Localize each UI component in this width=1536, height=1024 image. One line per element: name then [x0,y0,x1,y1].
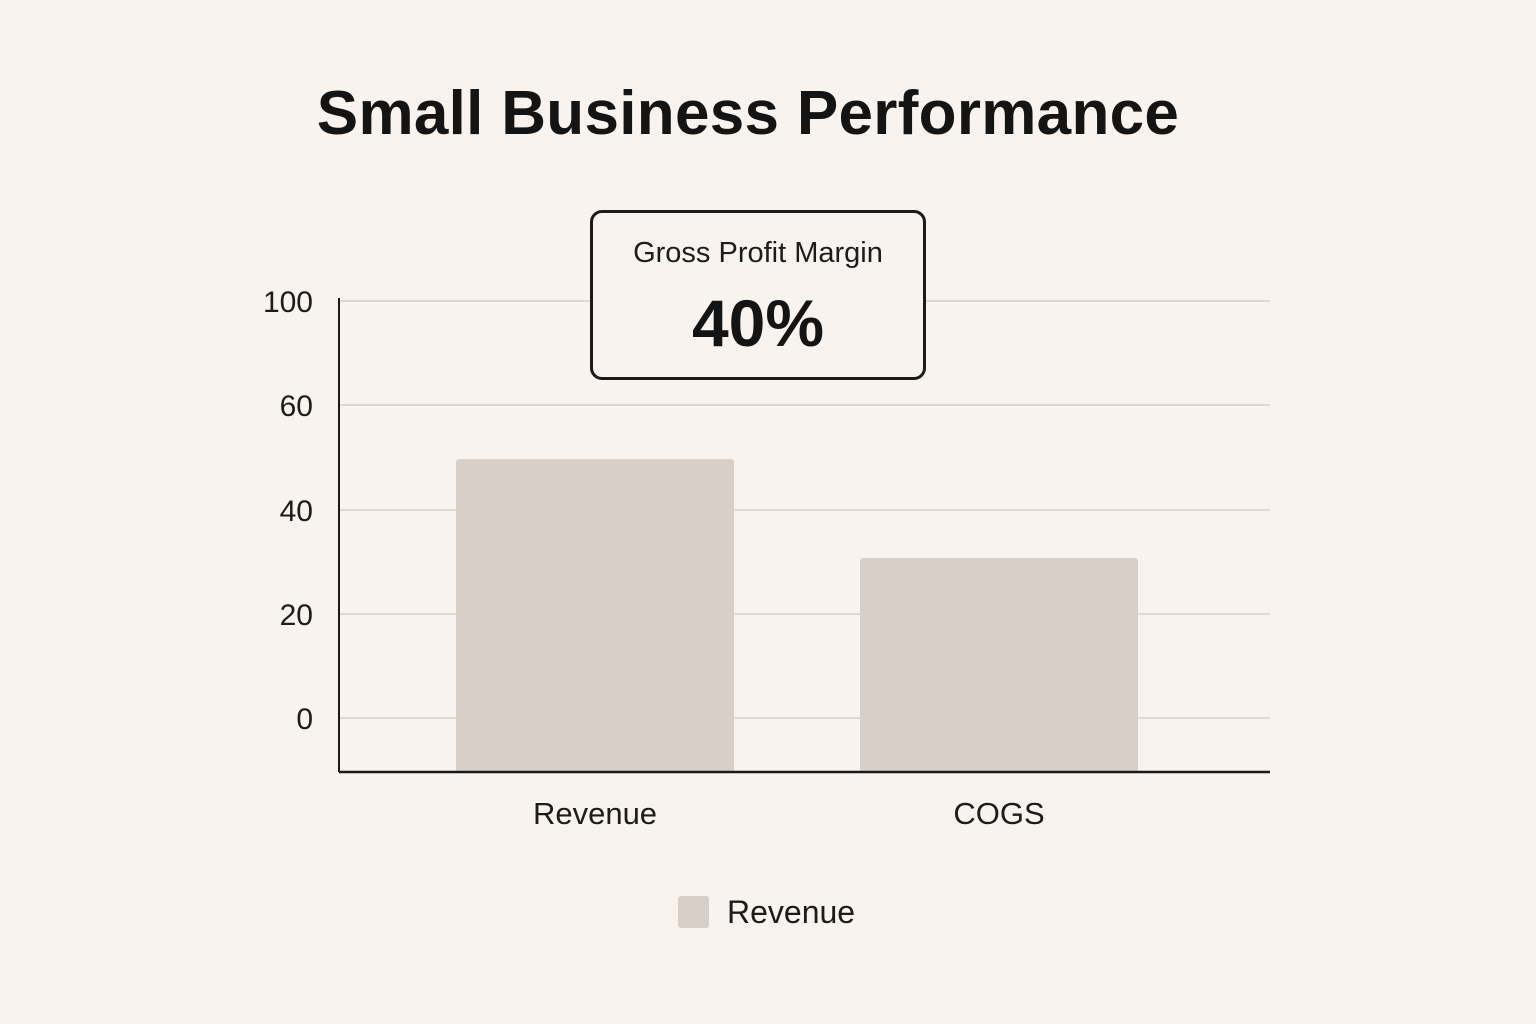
gross-profit-margin-callout: Gross Profit Margin 40% [590,210,926,380]
y-tick-label: 100 [263,286,313,319]
x-tick-label: COGS [953,796,1044,831]
x-axis-labels: Revenue COGS [533,796,1045,831]
y-tick-label: 40 [280,495,313,528]
axes [338,298,1270,774]
legend-swatch [678,896,709,928]
bar-revenue [456,459,734,772]
y-tick-label: 60 [280,390,313,423]
bars [456,459,1138,772]
callout-label: Gross Profit Margin [633,237,883,269]
y-axis-ticks: 100 60 40 20 0 [263,286,313,736]
chart-legend: Revenue [678,892,855,932]
bar-cogs [860,557,1138,772]
y-tick-label: 0 [296,703,313,736]
y-tick-label: 20 [280,599,313,632]
legend-label: Revenue [727,893,856,930]
x-tick-label: Revenue [533,796,657,831]
callout-value: 40% [691,286,825,360]
chart-title: Small Business Performance [316,79,1180,148]
